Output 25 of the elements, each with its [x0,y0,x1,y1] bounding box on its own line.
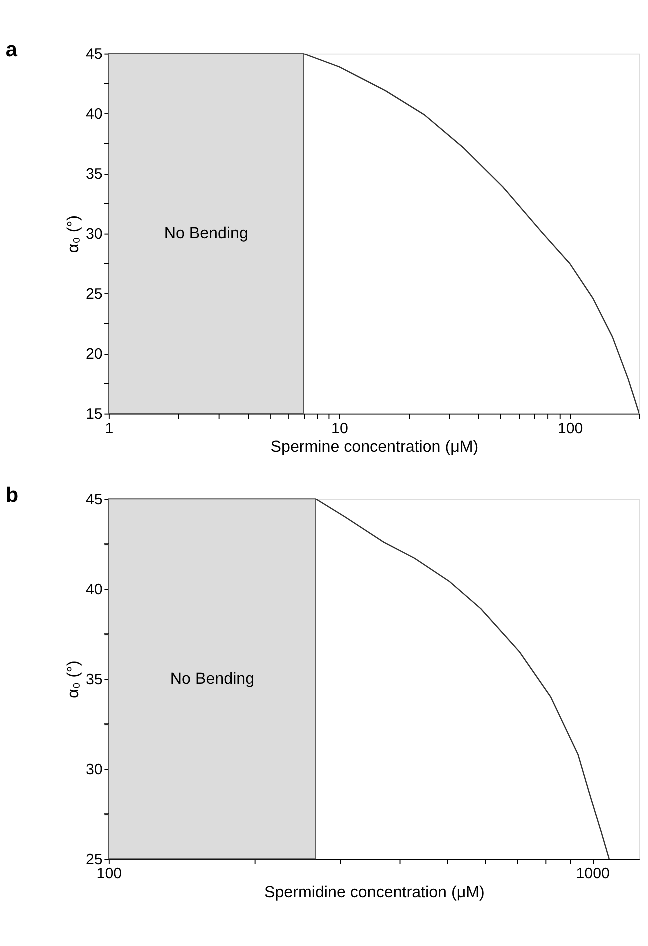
band-label: No Bending [164,224,248,243]
y-tick-label: 40 [86,581,103,598]
y-tick-label: 45 [86,491,103,508]
x-tick-label: 100 [96,866,122,883]
y-tick-label: 30 [86,226,103,244]
y-tick-label: 15 [86,406,103,424]
y-tick-label: 40 [86,106,103,124]
x-tick-label: 100 [558,420,584,438]
x-axis-title: Spermine concentration (μM) [270,438,479,456]
x-tick-label: 10 [332,420,348,438]
y-tick-label: 25 [86,851,103,868]
y-tick-label: 45 [86,46,103,64]
y-tick-label: 35 [86,671,103,688]
chart-title: a [6,38,18,62]
x-axis-title: Spermidine concentration (μM) [264,883,485,902]
y-axis-title: α₀ (°) [64,216,82,254]
y-tick-label: 20 [86,346,103,364]
y-tick-label: 25 [86,286,103,304]
y-tick-label: 30 [86,761,103,778]
chart-title: b [6,484,19,507]
y-tick-label: 35 [86,166,103,184]
y-axis-title: α₀ (°) [64,660,82,698]
band-label: No Bending [170,670,255,688]
x-tick-label: 1000 [576,866,610,883]
x-tick-label: 1 [105,420,114,438]
